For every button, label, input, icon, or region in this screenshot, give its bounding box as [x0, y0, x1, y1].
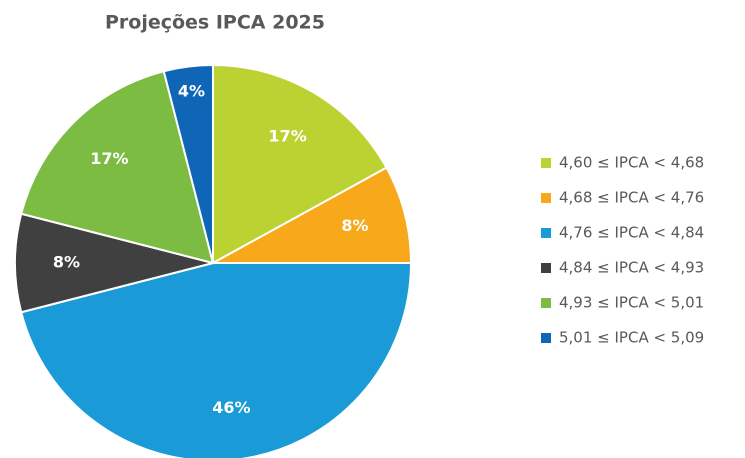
legend-swatch [541, 228, 551, 238]
legend-label: 4,84 ≤ IPCA < 4,93 [559, 259, 704, 277]
data-label: 8% [341, 216, 368, 235]
pie-slice [20, 262, 413, 458]
data-label: 17% [90, 149, 128, 168]
data-label: 8% [53, 253, 80, 272]
legend-label: 4,60 ≤ IPCA < 4,68 [559, 154, 704, 172]
pie-slice [212, 166, 413, 264]
legend-swatch [541, 298, 551, 308]
chart-title: Projeções IPCA 2025 [105, 12, 325, 34]
pie-slice [20, 70, 215, 265]
data-label: 17% [268, 126, 306, 145]
legend-label: 4,93 ≤ IPCA < 5,01 [559, 294, 704, 312]
legend-swatch [541, 263, 551, 273]
legend-swatch [541, 158, 551, 168]
legend-swatch [541, 193, 551, 203]
data-label: 4% [178, 82, 205, 101]
legend-swatch [541, 333, 551, 343]
pie-slice [162, 63, 214, 264]
pie-slice [212, 63, 388, 265]
legend-label: 4,68 ≤ IPCA < 4,76 [559, 189, 704, 207]
legend-label: 5,01 ≤ IPCA < 5,09 [559, 329, 704, 347]
pie-slice [14, 212, 214, 314]
legend-label: 4,76 ≤ IPCA < 4,84 [559, 224, 704, 242]
data-label: 46% [212, 398, 250, 417]
